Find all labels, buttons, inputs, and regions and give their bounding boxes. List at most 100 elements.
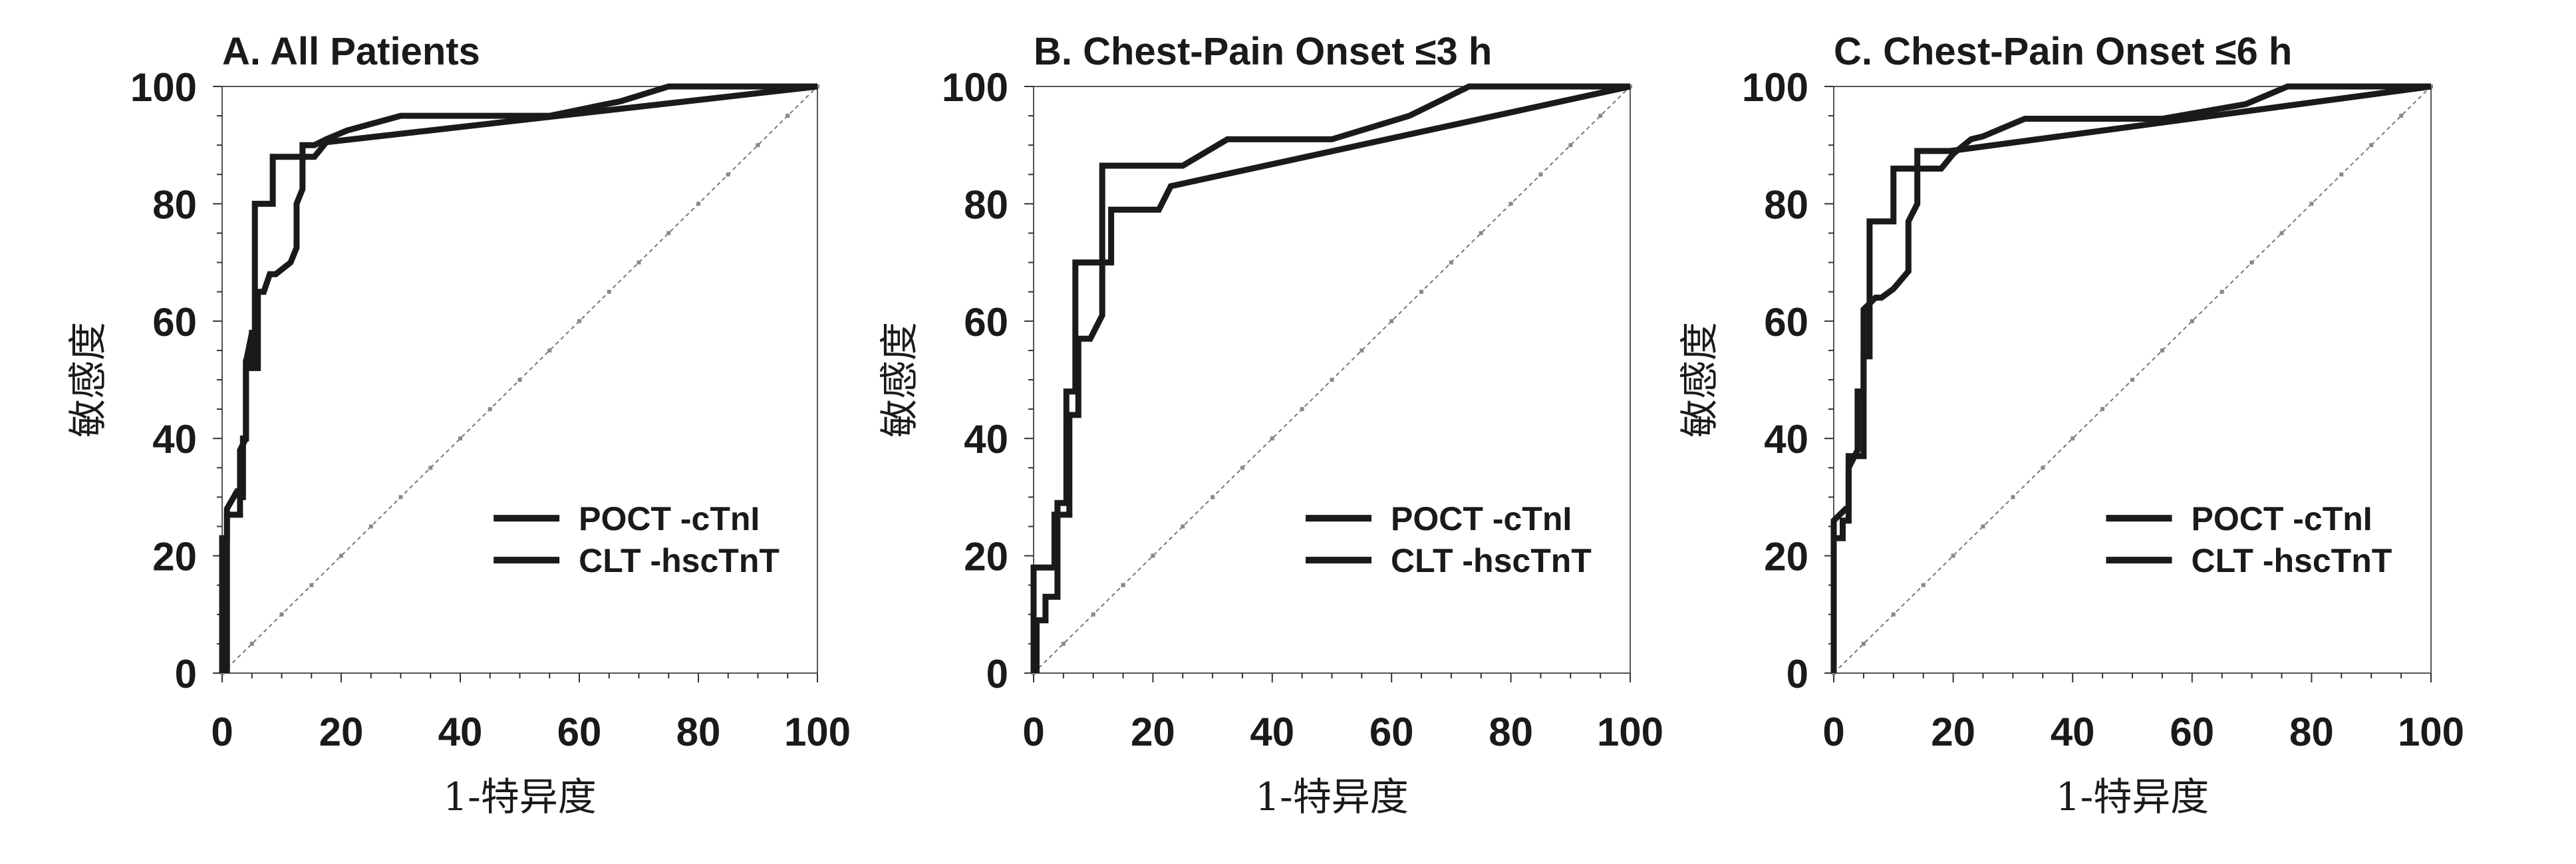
y-tick-label: 20 [1764,535,1808,579]
reference-marker [1981,524,1985,529]
reference-marker [2041,466,2045,470]
x-axis-label: 1-特异度 [2056,774,2210,819]
x-axis-label: 1-特异度 [443,774,597,819]
x-axis-label: 1-特异度 [1255,774,1409,819]
reference-marker [1449,260,1453,265]
x-tick-label: 40 [1250,710,1294,754]
x-tick-label: 100 [2398,710,2464,754]
roc-curve-poct-ctni [1830,83,2431,673]
reference-marker [428,466,433,470]
reference-marker [756,143,760,148]
y-tick-label: 100 [1742,65,1808,110]
roc-curve-clt-hsctnt [1034,83,1631,673]
legend-label: CLT -hscTnT [2191,542,2392,579]
reference-marker [1389,319,1394,323]
x-tick-label: 40 [2051,710,2095,754]
y-tick-label: 60 [964,300,1008,345]
reference-marker [458,436,462,441]
reference-marker [2100,407,2105,412]
reference-marker [1951,553,1955,558]
y-tick-label: 80 [152,182,197,227]
reference-marker [547,348,552,353]
reference-marker [2369,143,2374,148]
reference-marker [517,378,522,382]
reference-marker [398,495,403,500]
y-tick-label: 0 [986,652,1008,696]
x-tick-label: 80 [1489,710,1533,754]
y-tick-label: 100 [130,65,197,110]
y-tick-label: 40 [1764,417,1808,462]
y-tick-label: 60 [1764,300,1808,345]
y-axis-label: 敏感度 [877,322,922,438]
reference-marker [1568,143,1573,148]
reference-marker [1479,231,1483,235]
x-tick-label: 60 [2170,710,2214,754]
x-tick-label: 0 [211,710,233,754]
x-tick-label: 60 [557,710,602,754]
reference-marker [607,289,611,294]
reference-marker [1121,583,1125,587]
reference-marker [2309,202,2314,206]
x-tick-label: 20 [319,710,364,754]
roc-curve-clt-hsctnt [1830,83,2432,673]
reference-marker [786,114,790,118]
reference-marker [2249,260,2254,265]
reference-marker [1181,524,1185,529]
reference-marker [249,641,254,646]
reference-marker [726,172,730,177]
x-tick-label: 0 [1822,710,1844,754]
x-tick-label: 40 [438,710,483,754]
reference-marker [1508,202,1513,206]
legend-label: CLT -hscTnT [1391,542,1592,579]
chart-panel-b: B. Chest-Pain Onset ≤3 h 0 20 40 60 80 100 0 20 4… [877,30,1663,819]
y-tick-label: 80 [1764,182,1808,227]
reference-marker [309,583,314,587]
x-tick-label: 80 [676,710,721,754]
x-tick-label: 60 [1369,710,1414,754]
roc-curve-clt-hsctnt [223,83,817,673]
reference-marker [339,553,343,558]
x-tick-label: 0 [1022,710,1044,754]
x-tick-label: 80 [2289,710,2334,754]
y-tick-label: 20 [964,535,1008,579]
reference-marker [488,407,492,412]
reference-marker [1240,466,1244,470]
y-tick-label: 0 [1787,652,1808,696]
legend-label: CLT -hscTnT [579,542,780,579]
y-tick-label: 0 [175,652,197,696]
x-tick-label: 100 [1597,710,1663,754]
x-tick-label: 100 [784,710,851,754]
reference-marker [2339,172,2344,177]
y-tick-label: 40 [964,417,1008,462]
y-tick-label: 40 [152,417,197,462]
x-tick-label: 20 [1931,710,1975,754]
reference-marker [2130,378,2134,382]
reference-marker [637,260,641,265]
reference-marker [1300,407,1304,412]
x-tick-label: 20 [1131,710,1175,754]
reference-marker [368,524,373,529]
reference-marker [279,612,284,617]
reference-marker [2279,231,2284,235]
reference-marker [1861,641,1866,646]
reference-marker [2160,348,2164,353]
legend-label: POCT -cTnI [579,500,760,537]
reference-marker [2190,319,2194,323]
reference-marker [1921,583,1926,587]
y-axis-label: 敏感度 [1677,322,1722,438]
reference-marker [1151,553,1155,558]
chart-panel-c: C. Chest-Pain Onset ≤6 h 0 20 40 60 80 100 0 20 4… [1677,30,2464,819]
reference-marker [1091,612,1095,617]
reference-marker [2219,289,2224,294]
chart-title: A. All Patients [222,30,480,73]
reference-marker [2011,495,2015,500]
reference-marker [1211,495,1215,500]
reference-marker [1538,172,1543,177]
reference-marker [1891,612,1896,617]
legend-label: POCT -cTnI [1391,500,1572,537]
reference-marker [1330,378,1334,382]
y-tick-label: 100 [942,65,1008,110]
reference-marker [696,202,700,206]
reference-marker [666,231,671,235]
